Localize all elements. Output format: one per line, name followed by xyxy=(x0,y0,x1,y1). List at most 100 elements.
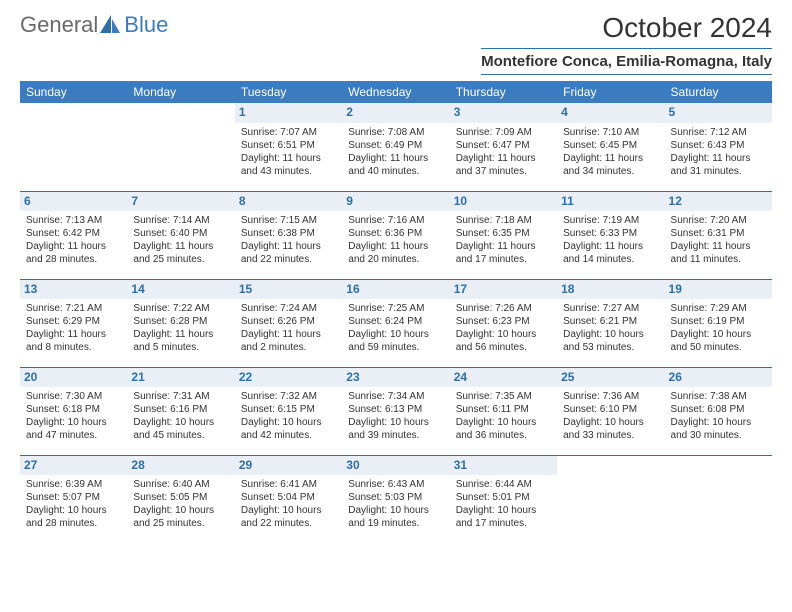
cell-body: Sunrise: 7:38 AMSunset: 6:08 PMDaylight:… xyxy=(671,390,766,442)
calendar-cell: 14Sunrise: 7:22 AMSunset: 6:28 PMDayligh… xyxy=(127,279,234,367)
calendar-week-row: 13Sunrise: 7:21 AMSunset: 6:29 PMDayligh… xyxy=(20,279,772,367)
sunrise-text: Sunrise: 7:31 AM xyxy=(133,390,228,403)
daylight-text: Daylight: 11 hours and 5 minutes. xyxy=(133,328,228,354)
day-number: 16 xyxy=(342,280,449,300)
cell-body: Sunrise: 7:35 AMSunset: 6:11 PMDaylight:… xyxy=(456,390,551,442)
sunrise-text: Sunrise: 7:16 AM xyxy=(348,214,443,227)
sunrise-text: Sunrise: 7:21 AM xyxy=(26,302,121,315)
sunrise-text: Sunrise: 7:30 AM xyxy=(26,390,121,403)
daylight-text: Daylight: 11 hours and 14 minutes. xyxy=(563,240,658,266)
calendar-cell: 17Sunrise: 7:26 AMSunset: 6:23 PMDayligh… xyxy=(450,279,557,367)
daylight-text: Daylight: 11 hours and 20 minutes. xyxy=(348,240,443,266)
cell-body: Sunrise: 6:41 AMSunset: 5:04 PMDaylight:… xyxy=(241,478,336,530)
sunrise-text: Sunrise: 7:22 AM xyxy=(133,302,228,315)
daylight-text: Daylight: 11 hours and 37 minutes. xyxy=(456,152,551,178)
calendar-cell: 20Sunrise: 7:30 AMSunset: 6:18 PMDayligh… xyxy=(20,367,127,455)
calendar-cell: 24Sunrise: 7:35 AMSunset: 6:11 PMDayligh… xyxy=(450,367,557,455)
calendar-cell: 27Sunrise: 6:39 AMSunset: 5:07 PMDayligh… xyxy=(20,455,127,543)
sunrise-text: Sunrise: 6:39 AM xyxy=(26,478,121,491)
title-block: October 2024 Montefiore Conca, Emilia-Ro… xyxy=(481,12,772,75)
daylight-text: Daylight: 10 hours and 50 minutes. xyxy=(671,328,766,354)
daylight-text: Daylight: 10 hours and 45 minutes. xyxy=(133,416,228,442)
calendar-cell: . xyxy=(557,455,664,543)
sunset-text: Sunset: 6:36 PM xyxy=(348,227,443,240)
cell-body: Sunrise: 7:32 AMSunset: 6:15 PMDaylight:… xyxy=(241,390,336,442)
cell-body: Sunrise: 7:19 AMSunset: 6:33 PMDaylight:… xyxy=(563,214,658,266)
sunset-text: Sunset: 6:28 PM xyxy=(133,315,228,328)
sunrise-text: Sunrise: 7:35 AM xyxy=(456,390,551,403)
cell-body: Sunrise: 6:43 AMSunset: 5:03 PMDaylight:… xyxy=(348,478,443,530)
weekday-header: Saturday xyxy=(665,81,772,103)
day-number: 3 xyxy=(450,103,557,123)
daylight-text: Daylight: 11 hours and 31 minutes. xyxy=(671,152,766,178)
sunset-text: Sunset: 6:24 PM xyxy=(348,315,443,328)
sunrise-text: Sunrise: 6:43 AM xyxy=(348,478,443,491)
sunrise-text: Sunrise: 7:24 AM xyxy=(241,302,336,315)
day-number: 1 xyxy=(235,103,342,123)
sunset-text: Sunset: 5:05 PM xyxy=(133,491,228,504)
sunset-text: Sunset: 6:42 PM xyxy=(26,227,121,240)
calendar-cell: 6Sunrise: 7:13 AMSunset: 6:42 PMDaylight… xyxy=(20,191,127,279)
calendar-cell: 21Sunrise: 7:31 AMSunset: 6:16 PMDayligh… xyxy=(127,367,234,455)
daylight-text: Daylight: 10 hours and 28 minutes. xyxy=(26,504,121,530)
calendar-cell: 23Sunrise: 7:34 AMSunset: 6:13 PMDayligh… xyxy=(342,367,449,455)
calendar-cell: 13Sunrise: 7:21 AMSunset: 6:29 PMDayligh… xyxy=(20,279,127,367)
sunset-text: Sunset: 6:51 PM xyxy=(241,139,336,152)
calendar-cell: 26Sunrise: 7:38 AMSunset: 6:08 PMDayligh… xyxy=(665,367,772,455)
calendar-cell: 15Sunrise: 7:24 AMSunset: 6:26 PMDayligh… xyxy=(235,279,342,367)
sunset-text: Sunset: 6:49 PM xyxy=(348,139,443,152)
sunset-text: Sunset: 6:19 PM xyxy=(671,315,766,328)
daylight-text: Daylight: 10 hours and 39 minutes. xyxy=(348,416,443,442)
sunset-text: Sunset: 6:10 PM xyxy=(563,403,658,416)
weekday-header: Wednesday xyxy=(342,81,449,103)
sunset-text: Sunset: 6:33 PM xyxy=(563,227,658,240)
month-title: October 2024 xyxy=(481,12,772,44)
day-number: 2 xyxy=(342,103,449,123)
day-number: 17 xyxy=(450,280,557,300)
calendar-cell: 4Sunrise: 7:10 AMSunset: 6:45 PMDaylight… xyxy=(557,103,664,191)
sunset-text: Sunset: 5:07 PM xyxy=(26,491,121,504)
sunrise-text: Sunrise: 7:15 AM xyxy=(241,214,336,227)
calendar-cell: 30Sunrise: 6:43 AMSunset: 5:03 PMDayligh… xyxy=(342,455,449,543)
cell-body: Sunrise: 7:21 AMSunset: 6:29 PMDaylight:… xyxy=(26,302,121,354)
calendar-week-row: 27Sunrise: 6:39 AMSunset: 5:07 PMDayligh… xyxy=(20,455,772,543)
day-number: 29 xyxy=(235,456,342,476)
calendar-week-row: ..1Sunrise: 7:07 AMSunset: 6:51 PMDaylig… xyxy=(20,103,772,191)
calendar-cell: 31Sunrise: 6:44 AMSunset: 5:01 PMDayligh… xyxy=(450,455,557,543)
weekday-header: Friday xyxy=(557,81,664,103)
daylight-text: Daylight: 10 hours and 25 minutes. xyxy=(133,504,228,530)
sunrise-text: Sunrise: 7:18 AM xyxy=(456,214,551,227)
day-number: 6 xyxy=(20,192,127,212)
day-number: 15 xyxy=(235,280,342,300)
cell-body: Sunrise: 7:22 AMSunset: 6:28 PMDaylight:… xyxy=(133,302,228,354)
cell-body: Sunrise: 7:36 AMSunset: 6:10 PMDaylight:… xyxy=(563,390,658,442)
sunrise-text: Sunrise: 7:10 AM xyxy=(563,126,658,139)
cell-body: Sunrise: 7:25 AMSunset: 6:24 PMDaylight:… xyxy=(348,302,443,354)
daylight-text: Daylight: 10 hours and 22 minutes. xyxy=(241,504,336,530)
sunrise-text: Sunrise: 7:13 AM xyxy=(26,214,121,227)
sunrise-text: Sunrise: 7:19 AM xyxy=(563,214,658,227)
daylight-text: Daylight: 10 hours and 56 minutes. xyxy=(456,328,551,354)
day-number: 20 xyxy=(20,368,127,388)
sunset-text: Sunset: 6:45 PM xyxy=(563,139,658,152)
daylight-text: Daylight: 10 hours and 53 minutes. xyxy=(563,328,658,354)
sunrise-text: Sunrise: 7:29 AM xyxy=(671,302,766,315)
daylight-text: Daylight: 11 hours and 25 minutes. xyxy=(133,240,228,266)
calendar-cell: 9 Sunrise: 7:16 AMSunset: 6:36 PMDaylight… xyxy=(342,191,449,279)
calendar-cell: . xyxy=(20,103,127,191)
cell-body: Sunrise: 7:08 AMSunset: 6:49 PMDaylight:… xyxy=(348,126,443,178)
day-number: 26 xyxy=(665,368,772,388)
cell-body: Sunrise: 7:29 AMSunset: 6:19 PMDaylight:… xyxy=(671,302,766,354)
cell-body: Sunrise: 7:27 AMSunset: 6:21 PMDaylight:… xyxy=(563,302,658,354)
calendar-cell: 19Sunrise: 7:29 AMSunset: 6:19 PMDayligh… xyxy=(665,279,772,367)
sunrise-text: Sunrise: 6:40 AM xyxy=(133,478,228,491)
daylight-text: Daylight: 11 hours and 17 minutes. xyxy=(456,240,551,266)
day-number: 14 xyxy=(127,280,234,300)
calendar-cell: 12Sunrise: 7:20 AMSunset: 6:31 PMDayligh… xyxy=(665,191,772,279)
cell-body: Sunrise: 7:12 AMSunset: 6:43 PMDaylight:… xyxy=(671,126,766,178)
day-number: 9 xyxy=(342,192,449,212)
weekday-header: Monday xyxy=(127,81,234,103)
sunrise-text: Sunrise: 7:07 AM xyxy=(241,126,336,139)
weekday-header: Sunday xyxy=(20,81,127,103)
calendar-cell: 7Sunrise: 7:14 AMSunset: 6:40 PMDaylight… xyxy=(127,191,234,279)
